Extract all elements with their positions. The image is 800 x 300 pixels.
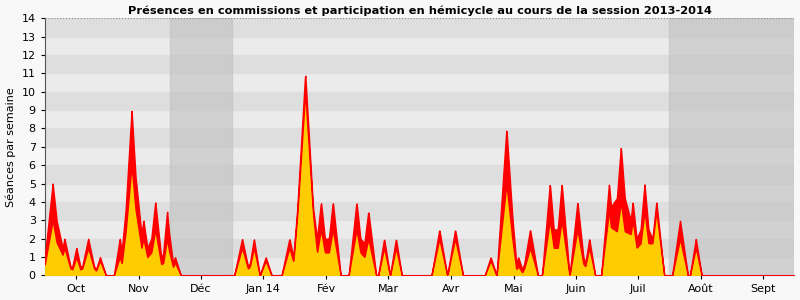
Bar bbox=[170, 18, 232, 275]
Bar bbox=[45, 37, 794, 55]
Bar bbox=[45, 165, 794, 184]
Bar bbox=[45, 220, 794, 239]
Bar bbox=[45, 73, 794, 92]
Bar bbox=[45, 55, 794, 73]
Bar bbox=[45, 18, 794, 37]
Title: Présences en commissions et participation en hémicycle au cours de la session 20: Présences en commissions et participatio… bbox=[128, 6, 711, 16]
Bar bbox=[45, 257, 794, 275]
Bar bbox=[670, 18, 794, 275]
Y-axis label: Séances par semaine: Séances par semaine bbox=[6, 87, 16, 207]
Bar bbox=[45, 239, 794, 257]
Bar bbox=[45, 147, 794, 165]
Bar bbox=[45, 202, 794, 220]
Bar bbox=[45, 92, 794, 110]
Bar bbox=[45, 184, 794, 202]
Bar bbox=[45, 110, 794, 128]
Bar bbox=[45, 128, 794, 147]
